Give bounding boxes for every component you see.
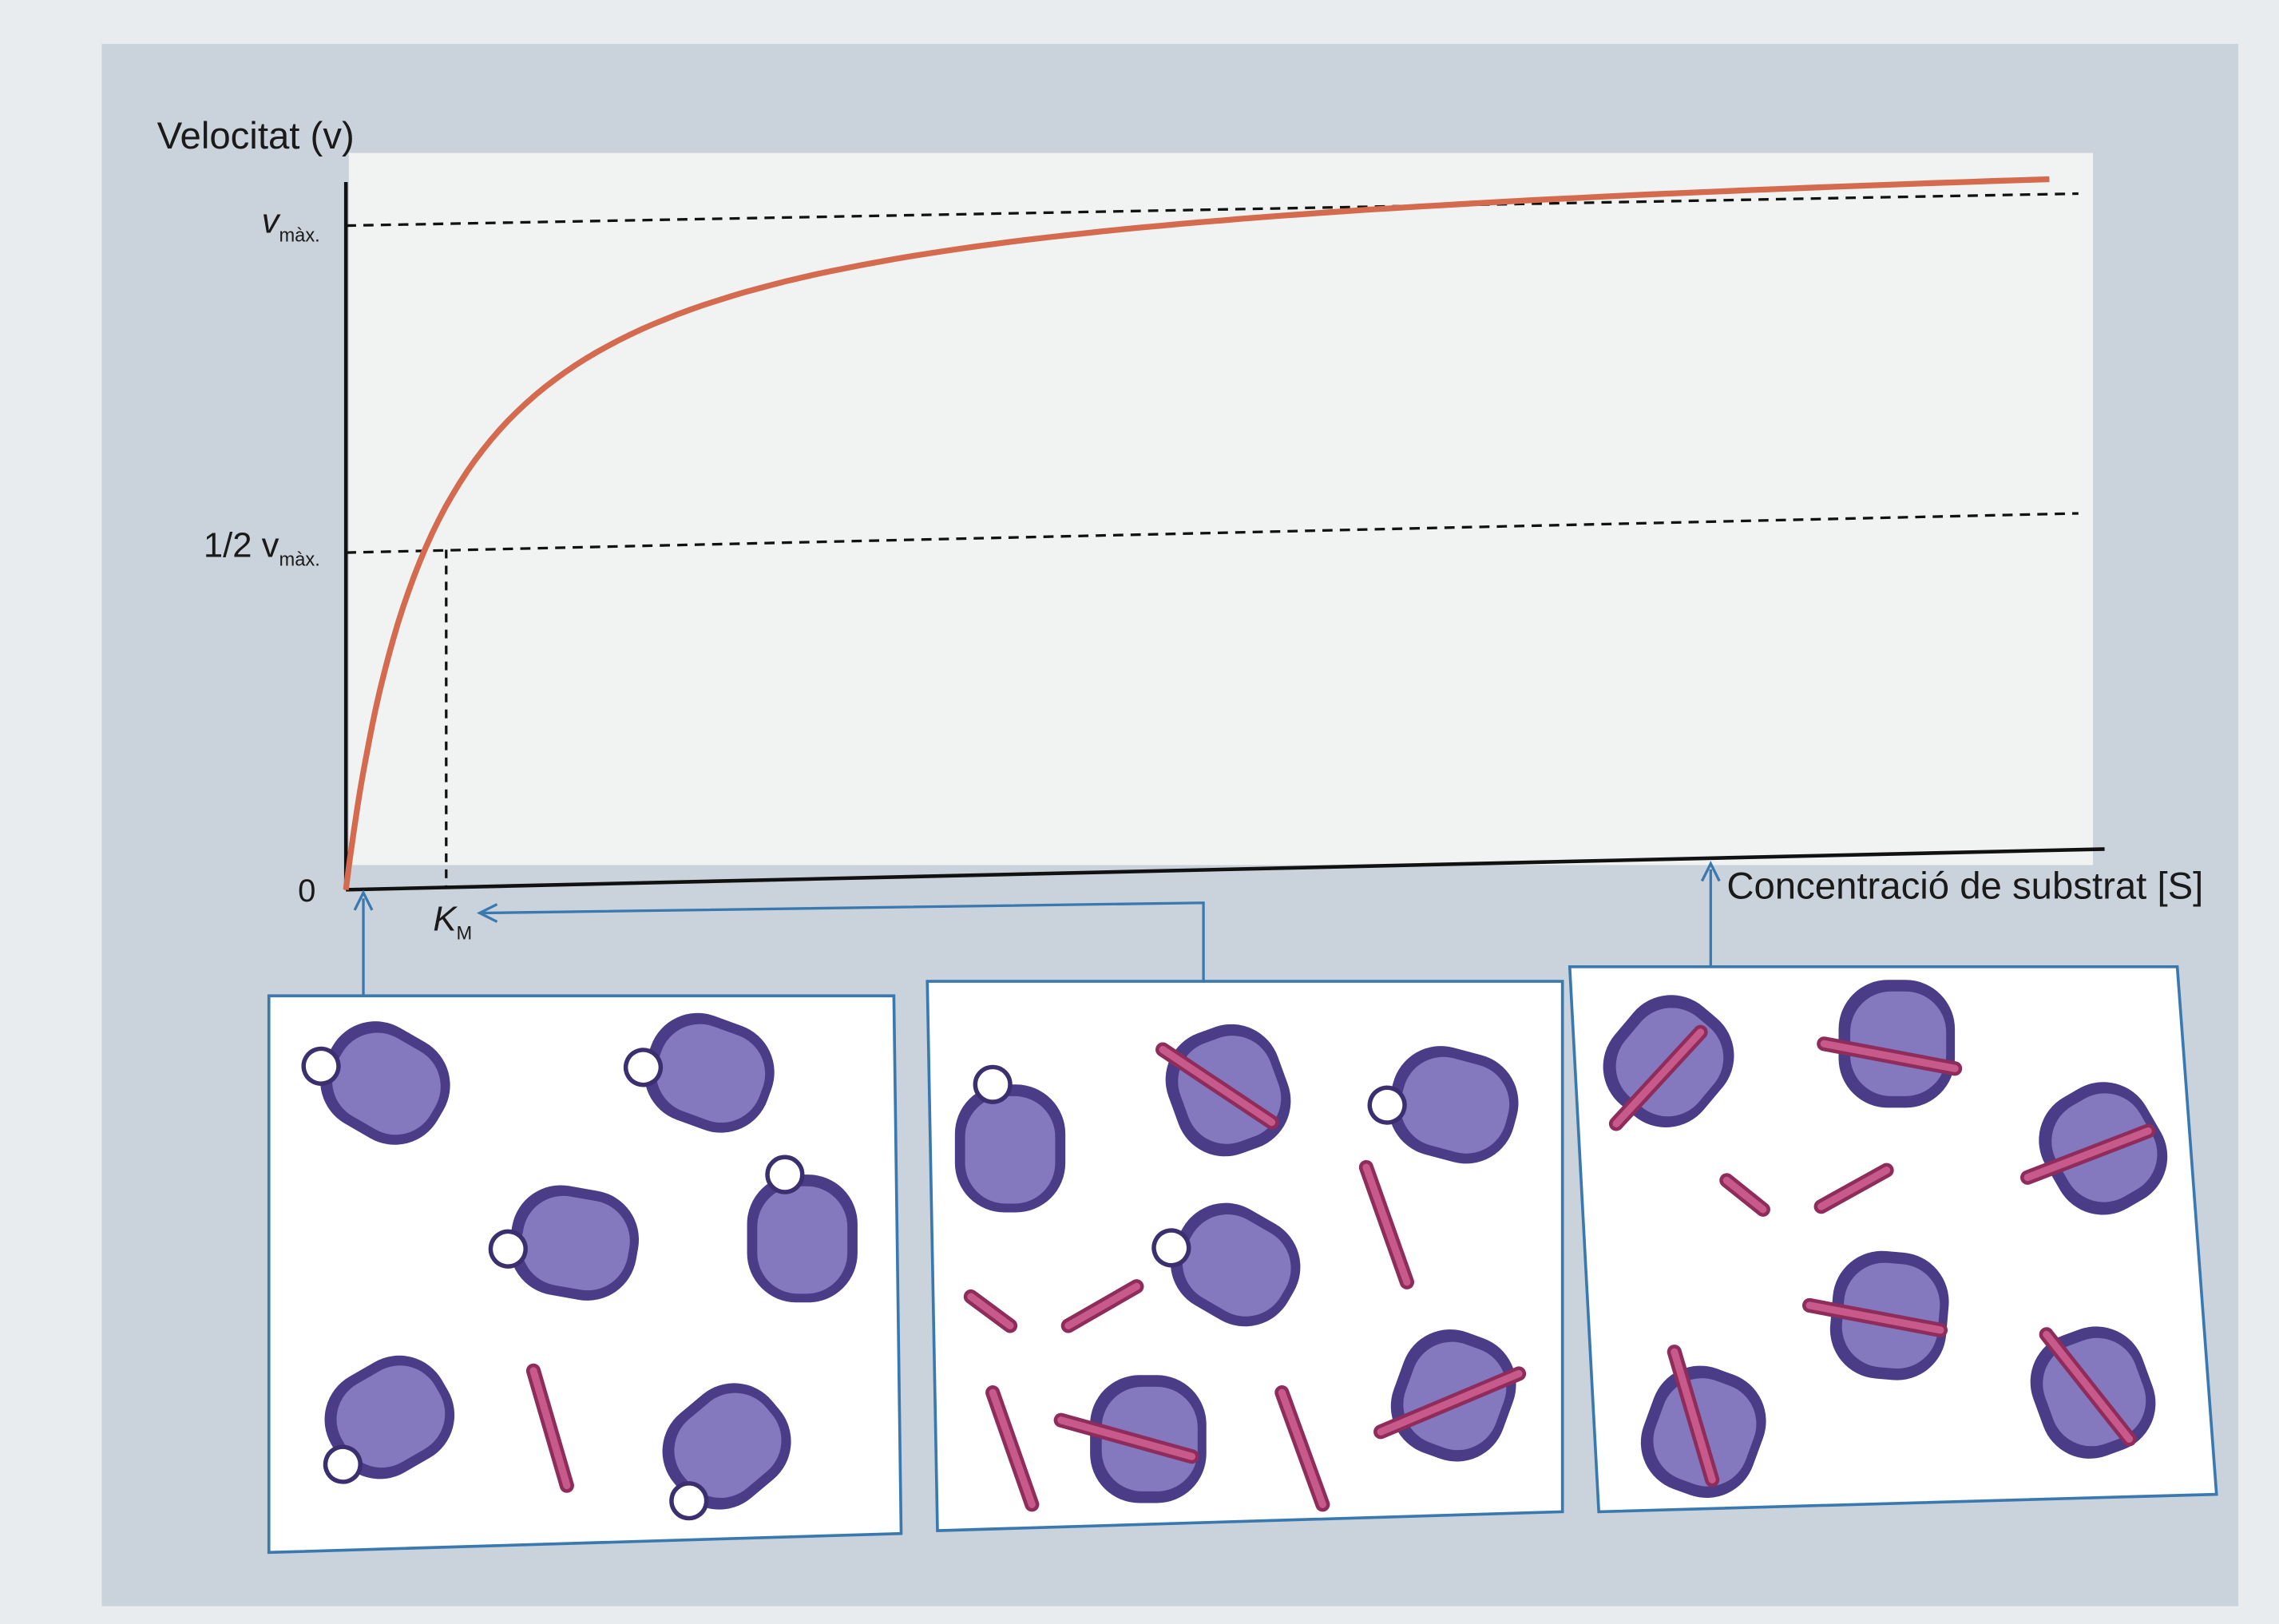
substrate-highlight [989,1388,1036,1508]
connector-2 [482,901,1205,982]
substrate-highlight [2023,1127,2152,1182]
vmax-label: vmàx. [262,202,320,247]
x-axis-title: Concentració de substrat [S] [1726,865,2203,907]
michaelis-menten-curve [343,176,2050,890]
substrate-highlight [1722,1176,1767,1214]
substrate-highlight [1820,1040,1959,1072]
km-sub: M [457,923,473,944]
arrowhead-3 [1700,860,1721,882]
km-label: KM [433,899,472,944]
substrate-highlight [1362,1163,1411,1286]
substrate-highlight [967,1293,1014,1329]
substrate-highlight [2043,1330,2134,1443]
axes [343,181,2105,892]
substrate-highlight [1057,1416,1196,1460]
half-vmax-line [346,512,2079,554]
connectors [353,860,1721,996]
substrate-highlight [529,1367,571,1490]
substrate-highlight [1278,1388,1326,1508]
km-main: K [433,899,458,938]
molecules [287,975,2186,1541]
substrate-highlight [1064,1282,1140,1329]
substrate-highlight [1159,1046,1276,1127]
substrate-highlight [1612,1028,1705,1127]
substrate-highlight [1805,1301,1944,1334]
half-vmax-sub: màx. [279,549,320,570]
substrate-highlight [1671,1348,1716,1483]
substrate-highlight [1377,1369,1523,1436]
half-vmax-label: 1/2 vmàx. [204,526,320,571]
vmax-main: v [262,202,281,241]
zero-label: 0 [298,873,315,909]
substrate-highlight [1817,1167,1891,1210]
plot-area [348,152,2094,865]
vmax-sub: màx. [279,226,319,247]
vmax-line [346,192,2079,228]
y-axis-title: Velocitat (v) [157,115,355,157]
arrowhead-1 [353,889,374,911]
arrowhead-2 [476,903,498,923]
half-vmax-main: 1/2 v [204,526,279,565]
x-axis [346,847,2105,892]
